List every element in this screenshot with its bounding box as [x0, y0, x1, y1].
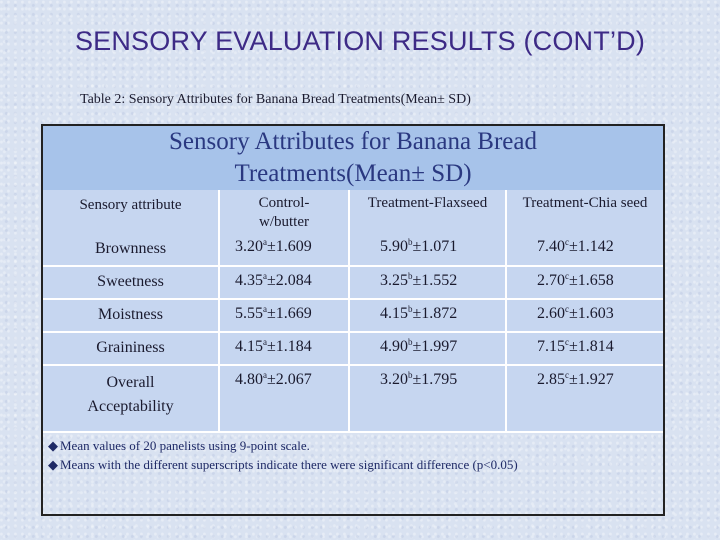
row-divider: [43, 298, 663, 300]
cell-chia-seed: 7.15c±1.814: [537, 337, 614, 356]
row-attribute: Graininess: [96, 339, 165, 356]
cell-control: 4.80a±2.067: [235, 370, 312, 389]
note-item: ◆ Means with the different superscripts i…: [48, 455, 518, 474]
column-divider: [348, 190, 350, 433]
cell-flaxseed: 3.25b±1.552: [380, 271, 458, 290]
header-flaxseed: Treatment-Flaxseed: [367, 195, 488, 211]
cell-chia-seed: 2.85c±1.927: [537, 370, 614, 389]
row-divider: [43, 331, 663, 333]
table-frame: [41, 124, 665, 516]
cell-flaxseed: 3.20b±1.795: [380, 370, 458, 389]
table-title-line-2: Treatments(Mean± SD): [234, 160, 472, 187]
slide-title: SENSORY EVALUATION RESULTS (CONT’D): [74, 26, 646, 56]
diamond-bullet-icon: ◆: [48, 438, 58, 453]
cell-control: 5.55a±1.669: [235, 304, 312, 323]
row-divider: [43, 265, 663, 267]
cell-chia-seed: 2.60c±1.603: [537, 304, 614, 323]
header-control-line-1: Control-: [258, 195, 310, 211]
column-divider: [505, 190, 507, 433]
row-divider: [43, 364, 663, 366]
header-sensory-attribute: Sensory attribute: [79, 197, 182, 213]
row-divider: [43, 431, 663, 433]
diamond-bullet-icon: ◆: [48, 457, 58, 472]
header-chia-seed: Treatment-Chia seed: [522, 195, 648, 211]
table-notes: ◆ Mean values of 20 panelists using 9-poi…: [48, 436, 518, 474]
results-table: Sensory attribute Control- w/butter Trea…: [43, 190, 663, 433]
cell-control: 4.15a±1.184: [235, 337, 312, 356]
row-attribute: Brownness: [94, 240, 167, 257]
cell-control: 3.20a±1.609: [235, 237, 312, 256]
column-divider: [218, 190, 220, 433]
cell-control: 4.35a±2.084: [235, 271, 312, 290]
note-text: Means with the different superscripts in…: [60, 457, 518, 472]
cell-chia-seed: 2.70c±1.658: [537, 271, 614, 290]
row-attribute-line-1: Overall: [106, 374, 155, 391]
row-attribute: Sweetness: [97, 273, 164, 290]
header-control-line-2: w/butter: [259, 214, 309, 230]
note-text: Mean values of 20 panelists using 9-poin…: [60, 438, 310, 453]
header-control: Control- w/butter: [220, 194, 348, 232]
table-title-line-1: Sensory Attributes for Banana Bread: [169, 128, 537, 155]
row-attribute: Overall Acceptability: [43, 371, 218, 419]
note-item: ◆ Mean values of 20 panelists using 9-poi…: [48, 436, 518, 455]
table-title-band: [43, 126, 663, 190]
table-title: Sensory Attributes for Banana Bread Trea…: [43, 126, 663, 190]
cell-flaxseed: 4.90b±1.997: [380, 337, 458, 356]
cell-flaxseed: 5.90b±1.071: [380, 237, 458, 256]
table-caption: Table 2: Sensory Attributes for Banana B…: [80, 92, 471, 107]
cell-chia-seed: 7.40c±1.142: [537, 237, 614, 256]
row-attribute: Moistness: [98, 306, 163, 323]
cell-flaxseed: 4.15b±1.872: [380, 304, 458, 323]
row-attribute-line-2: Acceptability: [87, 398, 174, 415]
